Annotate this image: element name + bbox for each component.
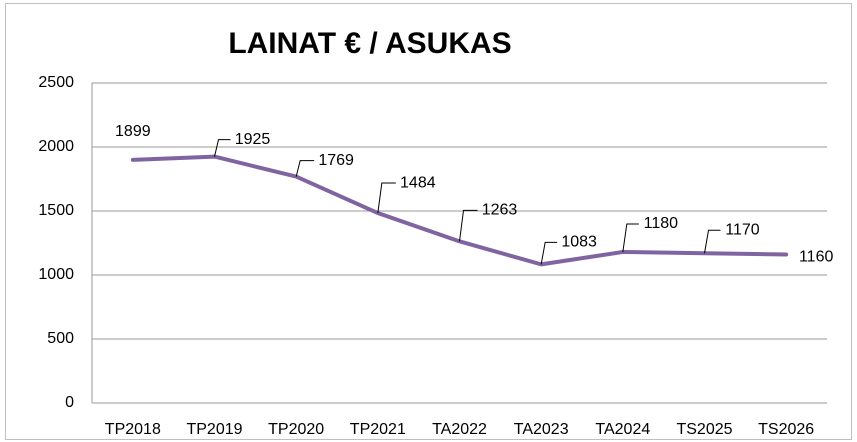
y-tick-label: 0: [65, 394, 74, 411]
leader-line: [295, 160, 315, 177]
leader-line: [377, 182, 396, 214]
y-tick-label: 2000: [38, 138, 74, 155]
chart-frame: [5, 3, 852, 440]
data-label: 1263: [482, 202, 518, 219]
data-label: 1180: [644, 215, 679, 232]
x-tick-label: TP2020: [268, 421, 324, 438]
data-label: 1083: [561, 234, 597, 251]
x-tick-label: TP2018: [105, 421, 161, 438]
data-label: 1769: [318, 152, 354, 169]
x-tick-label: TA2022: [432, 421, 487, 438]
leader-line: [214, 139, 231, 157]
x-tick-label: TA2024: [595, 421, 650, 438]
x-tick-label: TP2019: [186, 421, 242, 438]
data-label: 1484: [400, 174, 436, 191]
x-tick-label: TS2025: [676, 421, 732, 438]
y-tick-label: 500: [47, 330, 74, 347]
x-tick-label: TP2021: [350, 421, 406, 438]
leader-line: [459, 209, 478, 242]
y-tick-label: 1000: [38, 266, 74, 283]
y-tick-label: 1500: [38, 202, 74, 219]
chart-title: LAINAT € / ASUKAS: [228, 27, 511, 60]
leader-line: [622, 223, 639, 253]
x-tick-label: TA2023: [514, 421, 569, 438]
data-label: 1170: [725, 221, 760, 238]
data-label: 1925: [235, 131, 271, 148]
leader-line: [704, 229, 721, 254]
x-tick-label: TS2026: [758, 421, 814, 438]
y-tick-label: 2500: [38, 74, 74, 91]
data-label: 1899: [115, 123, 151, 140]
leader-line: [540, 241, 558, 265]
data-label: 1160: [799, 249, 834, 266]
